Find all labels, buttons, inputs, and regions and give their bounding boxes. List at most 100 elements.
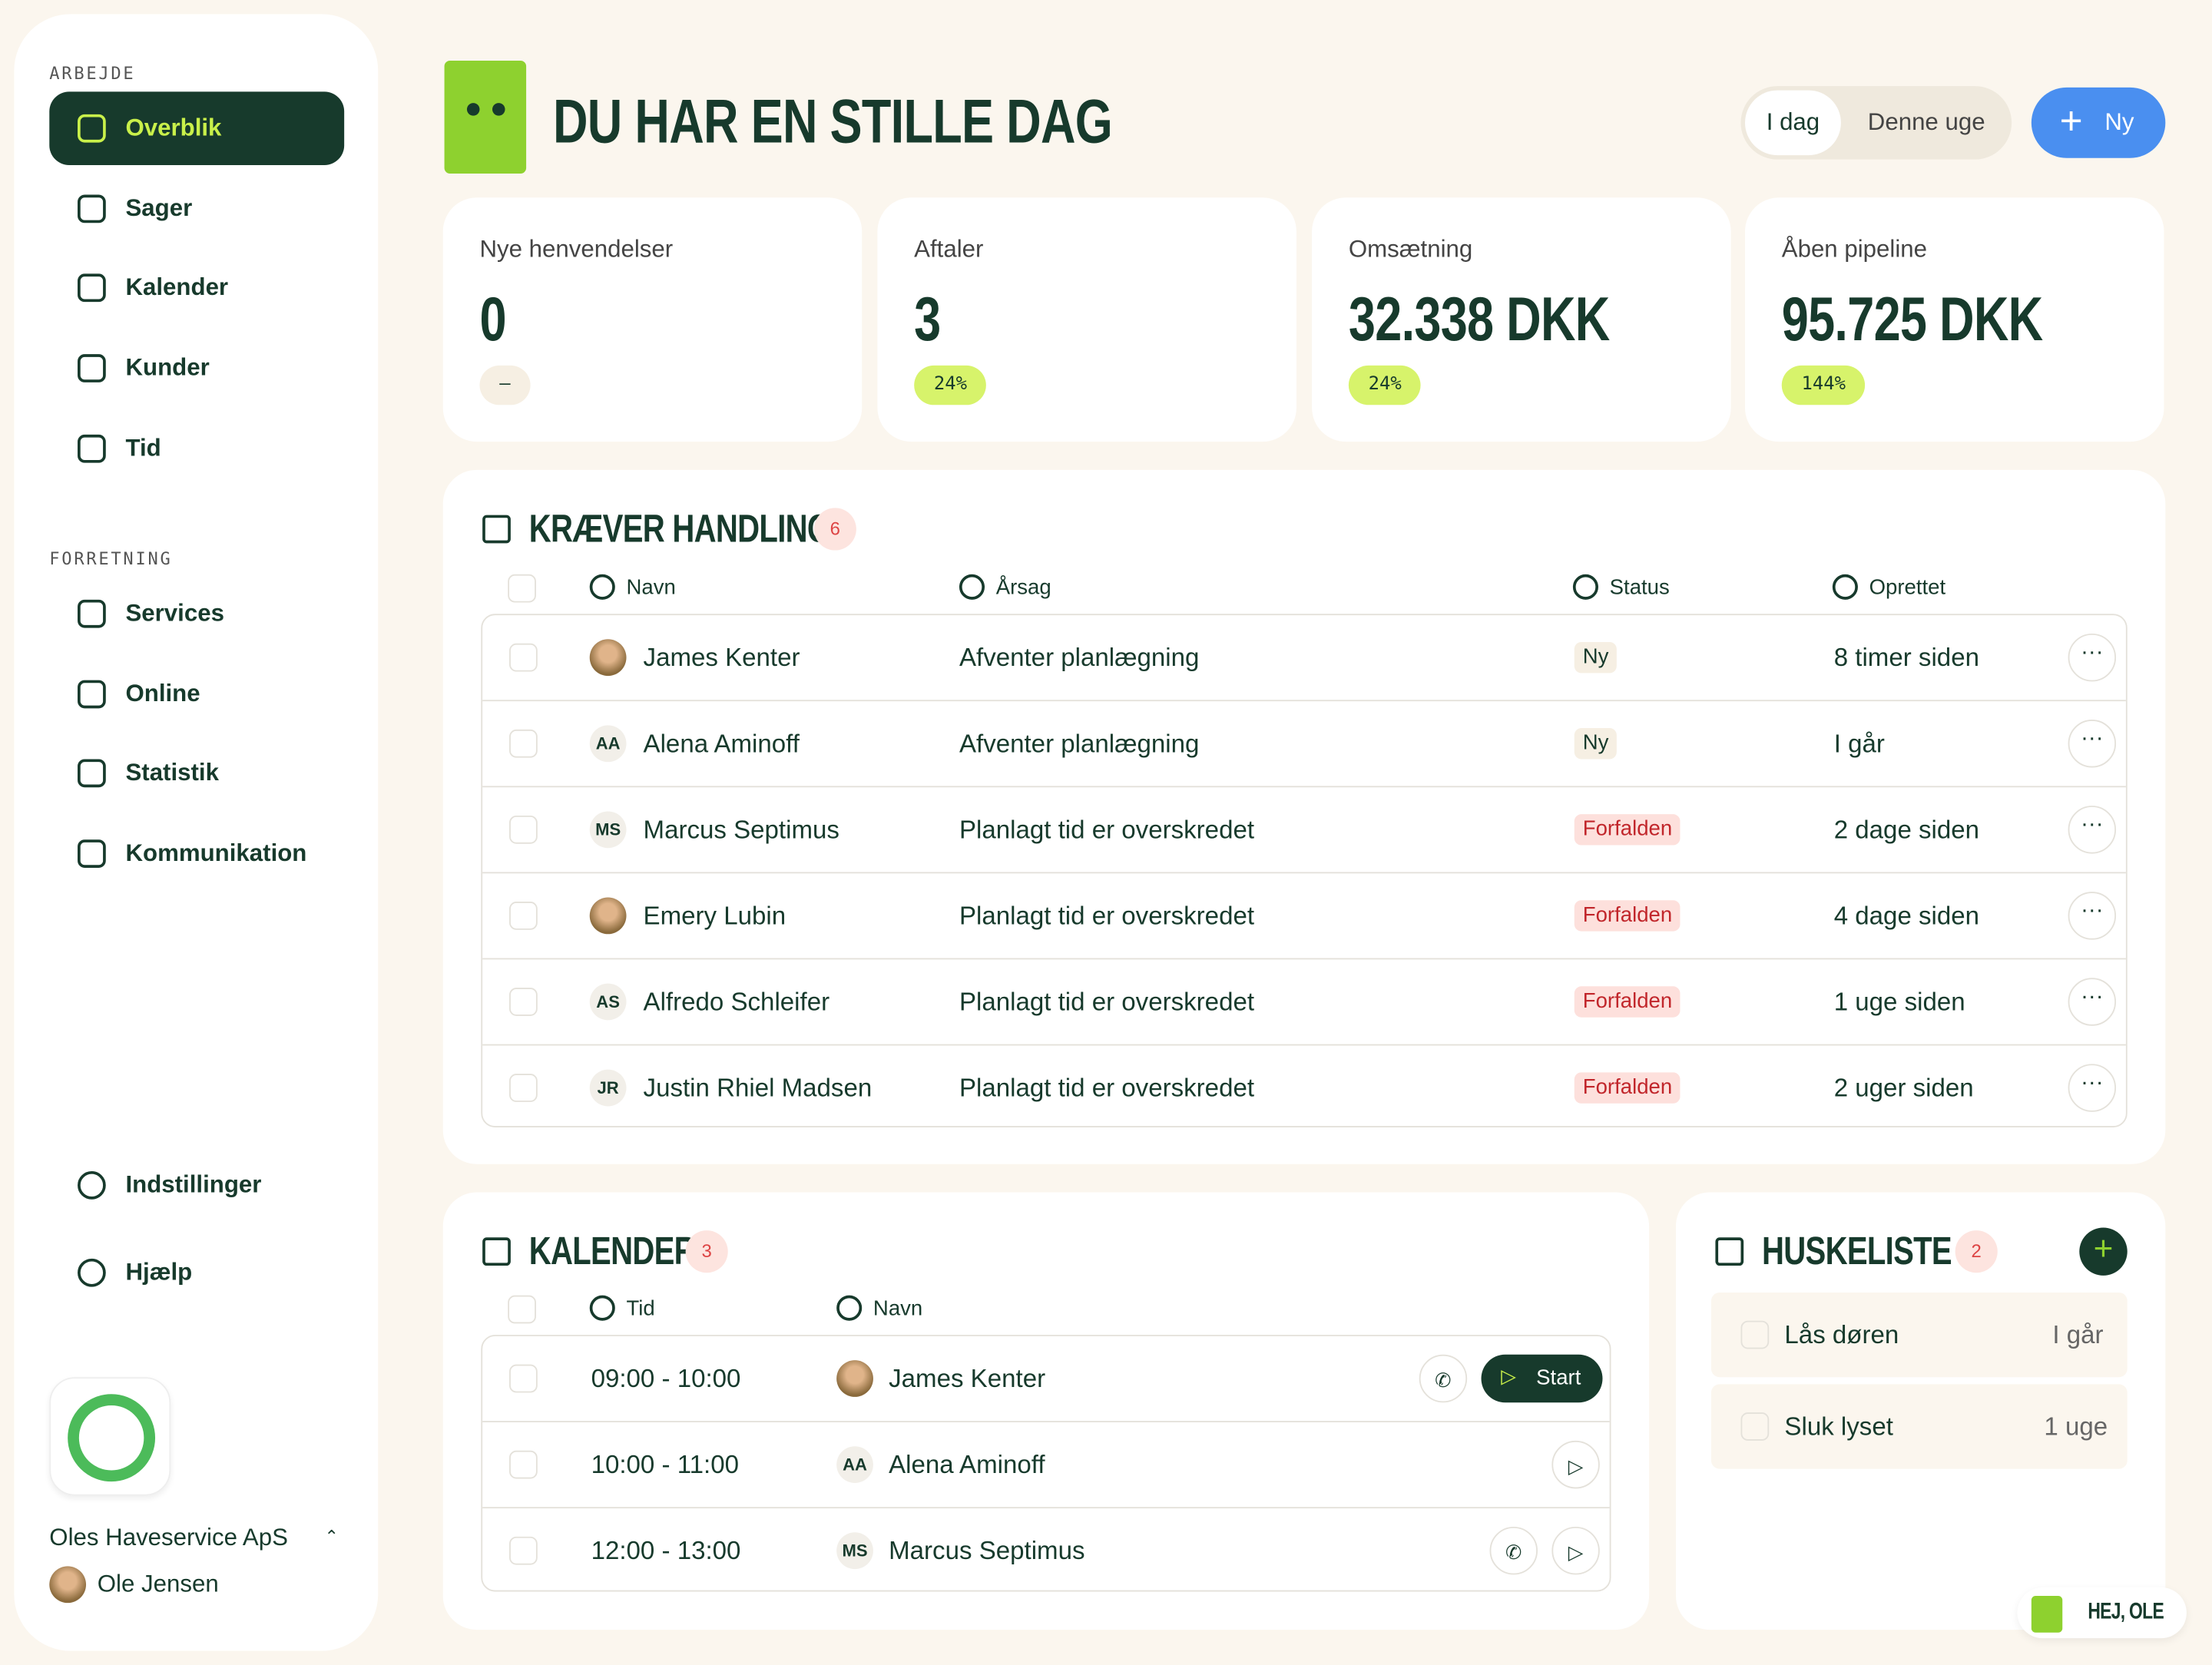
created: 2 dage siden bbox=[1833, 815, 1980, 844]
stat-card: Omsætning 32.338 DKK 24% bbox=[1312, 197, 1731, 442]
checkbox[interactable] bbox=[509, 643, 538, 672]
stat-change: 144% bbox=[1781, 365, 1866, 405]
mini-mascot bbox=[2031, 1595, 2063, 1633]
icon bbox=[78, 839, 106, 868]
icon bbox=[78, 1258, 106, 1287]
created: 2 uger siden bbox=[1833, 1074, 1974, 1102]
checkbox[interactable] bbox=[509, 1364, 538, 1393]
icon bbox=[482, 515, 511, 544]
more-button[interactable]: ··· bbox=[2068, 720, 2117, 768]
name: Alfredo Schleifer bbox=[643, 988, 830, 1016]
checkbox[interactable] bbox=[1740, 1320, 1770, 1349]
more-button[interactable]: ··· bbox=[2068, 633, 2117, 682]
plus: + bbox=[2059, 98, 2083, 143]
checkbox[interactable] bbox=[509, 902, 538, 930]
nav-item[interactable]: Online bbox=[125, 680, 200, 707]
chevron: ⌃ bbox=[324, 1526, 339, 1547]
avatar: JR bbox=[589, 1069, 627, 1107]
stat-change: 24% bbox=[1348, 365, 1422, 405]
nav-item[interactable]: Kalender bbox=[125, 273, 229, 301]
play: ▷ bbox=[1501, 1364, 1517, 1388]
icon bbox=[589, 1295, 615, 1321]
count-badge: 6 bbox=[813, 508, 856, 551]
todo-card: HUSKELISTE 2 + Lås døren I går Sluk lyset 1 ug… bbox=[1675, 1192, 2166, 1630]
nav-item[interactable]: Kommunikation bbox=[125, 839, 307, 867]
checkbox[interactable] bbox=[509, 1536, 538, 1565]
todo-when: 1 uge bbox=[2044, 1412, 2108, 1441]
row-divider bbox=[482, 1507, 1610, 1509]
more-button[interactable]: ··· bbox=[2068, 892, 2117, 940]
nav-item[interactable]: Sager bbox=[125, 194, 193, 222]
section-label: ARBEJDE bbox=[49, 63, 136, 84]
nav-item[interactable]: Indstillinger bbox=[125, 1170, 262, 1198]
checkbox[interactable] bbox=[509, 729, 538, 758]
company-name[interactable]: Oles Haveservice ApS bbox=[49, 1524, 288, 1551]
checkbox[interactable] bbox=[1740, 1412, 1770, 1441]
status-badge: Ny bbox=[1574, 641, 1618, 674]
status-badge: Forfalden bbox=[1574, 986, 1681, 1018]
tab[interactable]: Denne uge bbox=[1867, 108, 1985, 136]
checkbox[interactable] bbox=[509, 1450, 538, 1479]
nav-item[interactable]: Statistik bbox=[125, 759, 219, 786]
call-button[interactable]: ✆ bbox=[1489, 1526, 1538, 1575]
stat-label: Nye henvendelser bbox=[479, 235, 674, 263]
column-header: Oprettet bbox=[1869, 575, 1946, 600]
checkbox[interactable] bbox=[508, 574, 536, 603]
stat-change: — bbox=[479, 365, 531, 405]
greeting-text: HEJ, OLE bbox=[2088, 1600, 2164, 1624]
icon bbox=[589, 574, 615, 600]
status-badge: Forfalden bbox=[1574, 900, 1681, 932]
icon bbox=[959, 574, 985, 600]
sidebar: ARBEJDE Overblik Sager Kalender Kunder Tid FOR… bbox=[14, 14, 379, 1651]
more-button[interactable]: ··· bbox=[2068, 1064, 2117, 1112]
play-button[interactable]: ▷ bbox=[1551, 1440, 1600, 1489]
more-button[interactable]: ··· bbox=[2068, 806, 2117, 854]
calendar-card: KALENDER 3 Tid Navn 09:00 - 10:00 James Kente… bbox=[442, 1192, 1650, 1630]
icon bbox=[78, 194, 106, 223]
icon bbox=[1572, 574, 1598, 600]
greeting-badge: HEJ, OLE bbox=[2017, 1587, 2187, 1639]
nav-active[interactable] bbox=[49, 91, 345, 165]
eye bbox=[466, 103, 480, 116]
icon bbox=[78, 273, 106, 303]
checkbox[interactable] bbox=[509, 988, 538, 1016]
name: Alena Aminoff bbox=[889, 1450, 1045, 1479]
stat-card: Nye henvendelser 0 — bbox=[442, 197, 863, 442]
table: James Kenter Afventer planlægning Ny 8 time… bbox=[481, 614, 2128, 1128]
row-divider bbox=[482, 958, 2126, 960]
nav-item[interactable]: Overblik bbox=[125, 114, 222, 141]
new-button[interactable]: + Ny bbox=[2031, 87, 2166, 158]
stat-value: 3 bbox=[914, 285, 941, 355]
stat-card: Åben pipeline 95.725 DKK 144% bbox=[1744, 197, 2164, 442]
avatar bbox=[589, 897, 627, 935]
nav-item[interactable]: Services bbox=[125, 599, 224, 627]
time: 12:00 - 13:00 bbox=[591, 1536, 741, 1565]
avatar: MS bbox=[836, 1532, 873, 1570]
checkbox[interactable] bbox=[508, 1295, 536, 1324]
page-title: DU HAR EN STILLE DAG bbox=[552, 87, 1113, 157]
todo-text: Sluk lyset bbox=[1784, 1412, 1893, 1441]
nav-item[interactable]: Hjælp bbox=[125, 1258, 193, 1286]
nav-item[interactable]: Tid bbox=[125, 434, 161, 462]
user-name: Ole Jensen bbox=[97, 1570, 219, 1597]
play-button[interactable]: ▷ bbox=[1551, 1526, 1600, 1575]
todo-item: Sluk lyset 1 uge bbox=[1710, 1384, 2128, 1469]
todo-item: Lås døren I går bbox=[1710, 1292, 2128, 1378]
more-button[interactable]: ··· bbox=[2068, 978, 2117, 1026]
stat-card: Aftaler 3 24% bbox=[877, 197, 1296, 442]
icon bbox=[78, 1170, 106, 1200]
checkbox[interactable] bbox=[509, 1074, 538, 1102]
column-header: Navn bbox=[626, 575, 676, 600]
row-divider bbox=[482, 872, 2126, 874]
row-divider bbox=[482, 786, 2126, 788]
start-label: Start bbox=[1536, 1365, 1581, 1390]
table: 09:00 - 10:00 James Kenter ✆ ▷ Start 10:00 - … bbox=[481, 1335, 1611, 1592]
checkbox[interactable] bbox=[509, 815, 538, 844]
call-button[interactable]: ✆ bbox=[1419, 1354, 1468, 1403]
start-button[interactable]: ▷ Start bbox=[1481, 1354, 1603, 1403]
nav-item[interactable]: Kunder bbox=[125, 354, 210, 382]
tab-active[interactable]: I dag bbox=[1744, 90, 1841, 156]
add-button[interactable]: + bbox=[2079, 1227, 2128, 1276]
